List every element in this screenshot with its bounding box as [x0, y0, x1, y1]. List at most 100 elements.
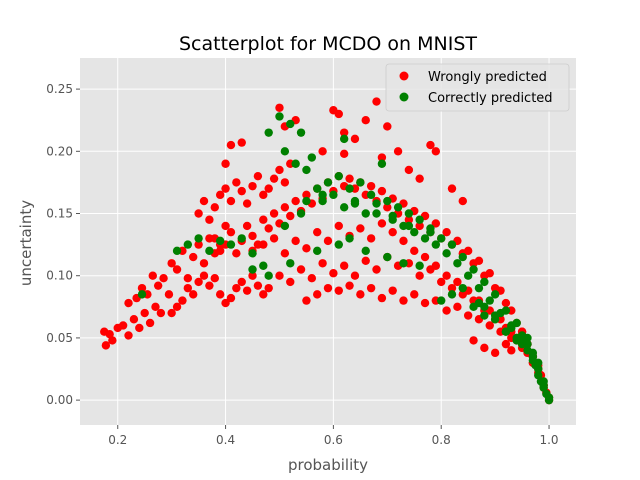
wrong-point — [350, 134, 360, 144]
correct-point — [490, 311, 500, 320]
y-tick-label: 0.05 — [46, 331, 73, 345]
wrong-point — [194, 209, 203, 218]
wrong-point — [323, 283, 333, 293]
wrong-point — [215, 190, 225, 200]
correct-point — [350, 199, 360, 208]
correct-point — [480, 302, 489, 312]
wrong-point — [210, 203, 219, 212]
y-axis-label: uncertainty — [17, 200, 35, 286]
correct-point — [226, 240, 236, 249]
wrong-point — [302, 296, 311, 305]
correct-point — [377, 159, 387, 168]
correct-point — [264, 128, 273, 137]
wrong-point — [501, 339, 511, 349]
wrong-point — [226, 227, 236, 237]
wrong-point — [286, 277, 295, 287]
wrong-point — [242, 286, 252, 295]
wrong-point — [372, 265, 381, 274]
wrong-point — [426, 265, 435, 274]
wrong-point — [253, 171, 263, 181]
y-tick-label: 0.00 — [46, 393, 73, 407]
wrong-point — [329, 269, 338, 278]
y-axis-ticks: 0.00 0.05 0.10 0.15 0.20 0.25 — [46, 82, 80, 407]
wrong-point — [442, 306, 451, 315]
wrong-point — [410, 290, 419, 299]
wrong-point — [237, 138, 246, 147]
correct-point — [280, 221, 290, 231]
wrong-point — [205, 215, 214, 224]
correct-point — [356, 178, 365, 187]
correct-point — [490, 290, 500, 299]
wrong-point — [280, 203, 290, 212]
correct-point — [275, 112, 284, 121]
wrong-point — [205, 281, 214, 290]
correct-point — [339, 134, 349, 144]
correct-point — [183, 240, 193, 249]
correct-point — [334, 240, 343, 249]
correct-point — [517, 331, 527, 340]
wrong-point — [242, 199, 252, 208]
y-tick-label: 0.20 — [46, 144, 73, 158]
wrong-point — [415, 221, 424, 231]
correct-point — [345, 234, 354, 243]
correct-point — [291, 159, 300, 168]
wrong-point — [129, 315, 139, 324]
wrong-point — [221, 298, 230, 308]
wrong-point — [480, 343, 489, 353]
wrong-point — [377, 293, 387, 303]
wrong-point — [148, 271, 157, 280]
correct-point — [404, 209, 414, 218]
wrong-point — [474, 256, 484, 265]
legend-box — [385, 63, 570, 112]
correct-point — [361, 209, 370, 218]
wrong-point — [145, 318, 155, 328]
wrong-point — [377, 186, 387, 196]
correct-point — [366, 190, 376, 200]
wrong-point — [215, 290, 225, 299]
wrong-point — [410, 246, 419, 256]
correct-point — [437, 234, 446, 243]
wrong-point — [248, 231, 257, 241]
wrong-point — [151, 302, 160, 312]
wrong-point — [264, 184, 273, 193]
wrong-point — [280, 178, 290, 187]
correct-point — [474, 283, 484, 293]
wrong-point — [172, 302, 182, 312]
correct-point — [172, 246, 182, 256]
wrong-point — [259, 240, 268, 249]
wrong-point — [404, 215, 414, 224]
wrong-point — [501, 298, 511, 308]
correct-point — [480, 277, 489, 287]
correct-point — [372, 209, 381, 218]
correct-point — [307, 153, 317, 162]
wrong-point — [275, 271, 284, 280]
correct-point — [393, 203, 403, 212]
wrong-point — [377, 153, 387, 162]
wrong-point — [485, 321, 494, 330]
legend-label-wrong: Wrongly predicted — [428, 70, 547, 85]
correct-point — [323, 178, 333, 187]
wrong-point — [334, 286, 343, 295]
wrong-point — [275, 103, 284, 112]
wrong-point — [345, 281, 354, 290]
correct-point — [404, 221, 414, 231]
wrong-point — [388, 227, 397, 237]
correct-point — [205, 246, 214, 256]
wrong-point — [264, 224, 273, 233]
wrong-point — [183, 274, 193, 283]
wrong-point — [453, 302, 462, 312]
wrong-point — [302, 190, 311, 200]
wrong-point — [420, 252, 430, 262]
correct-point — [286, 259, 295, 268]
wrong-point — [269, 174, 279, 183]
wrong-point — [135, 323, 144, 333]
wrong-point — [259, 215, 268, 224]
correct-point — [313, 184, 322, 193]
wrong-point — [199, 196, 209, 206]
correct-point — [302, 196, 311, 206]
wrong-point — [291, 236, 300, 246]
wrong-point — [334, 109, 343, 119]
wrong-point — [469, 336, 478, 345]
wrong-point — [399, 236, 408, 246]
